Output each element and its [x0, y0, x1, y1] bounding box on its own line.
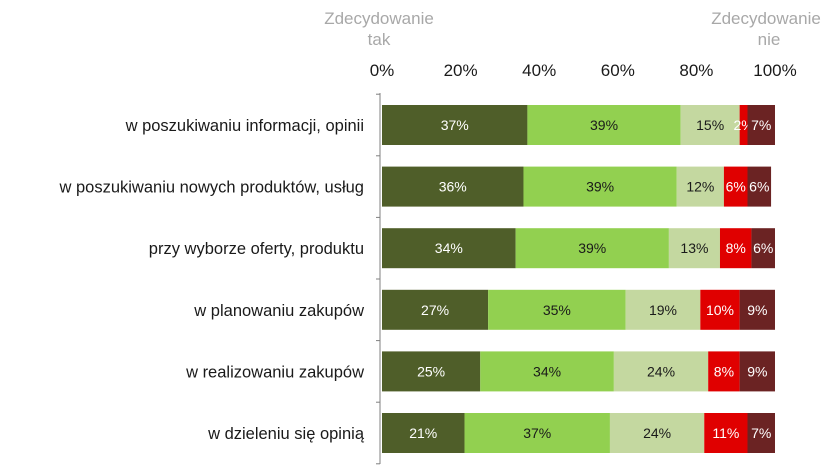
- bar-value-label: 9%: [747, 302, 767, 318]
- bar-value-label: 6%: [753, 240, 773, 256]
- bar-segment: [680, 105, 740, 145]
- category-label: w poszukiwaniu nowych produktów, usług: [58, 179, 364, 197]
- bar-value-label: 11%: [712, 425, 739, 441]
- bar-segment: [708, 351, 740, 392]
- bar-value-label: 39%: [586, 179, 614, 195]
- category-label: w dzieleniu się opinią: [207, 425, 365, 443]
- bar-segment: [382, 413, 465, 453]
- bar-value-label: 37%: [523, 425, 551, 441]
- x-tick-label: 60%: [601, 61, 635, 80]
- bar-segment: [527, 105, 681, 145]
- x-tick-label: 100%: [753, 61, 796, 80]
- bar-value-label: 39%: [590, 117, 618, 133]
- bar-value-label: 6%: [726, 179, 746, 195]
- bar-segment: [751, 228, 775, 269]
- bar-segment: [382, 228, 516, 269]
- bar-value-label: 27%: [421, 302, 449, 318]
- category-label: przy wyborze oferty, produktu: [149, 240, 364, 258]
- bar-segment: [704, 413, 748, 453]
- bar-value-label: 8%: [726, 240, 746, 256]
- x-axis-ticks: 0% 20% 40% 60% 80% 100%: [370, 61, 797, 80]
- bar-value-label: 25%: [417, 363, 445, 379]
- category-label: w planowaniu zakupów: [193, 302, 364, 320]
- bar-segment: [739, 351, 775, 392]
- bar-value-label: 35%: [543, 302, 571, 318]
- bar-value-label: 7%: [751, 425, 771, 441]
- bar-segment: [382, 351, 481, 392]
- x-tick-label: 0%: [370, 61, 395, 80]
- bar-segment: [523, 166, 677, 207]
- bar-segment: [668, 228, 720, 269]
- bar-value-label: 34%: [435, 240, 463, 256]
- bar-value-label: 24%: [643, 425, 671, 441]
- category-label: w poszukiwaniu informacji, opinii: [125, 117, 364, 135]
- bar-segment: [719, 228, 752, 269]
- end-label-right-line: nie: [758, 30, 781, 49]
- x-tick-label: 80%: [679, 61, 713, 80]
- bar-value-label: 15%: [696, 117, 724, 133]
- x-tick-label: 20%: [444, 61, 478, 80]
- bar-segment: [480, 351, 614, 392]
- bar-segment: [747, 413, 775, 453]
- category-labels: w poszukiwaniu informacji, opinii w poszu…: [58, 117, 364, 443]
- bar-value-label: 24%: [647, 363, 675, 379]
- bar-segment: [488, 289, 626, 330]
- bar-value-label: 9%: [747, 363, 767, 379]
- bar-segment: [464, 413, 610, 453]
- end-label-right-line: Zdecydowanie: [711, 9, 821, 28]
- end-label-left-line: tak: [368, 30, 391, 49]
- bar-segment: [747, 166, 772, 207]
- bar-segment: [382, 105, 528, 145]
- bar-value-label: 6%: [749, 179, 769, 195]
- bar-value-label: 13%: [680, 240, 708, 256]
- bar-value-label: 39%: [578, 240, 606, 256]
- bar-segment: [700, 289, 740, 330]
- end-labels: Zdecydowanie tak Zdecydowanie nie: [324, 9, 821, 49]
- bar-segment: [382, 289, 489, 330]
- bar-segment: [723, 166, 748, 207]
- y-axis: [376, 93, 381, 465]
- bar-segment: [676, 166, 724, 207]
- bar-segment: [382, 166, 524, 207]
- bar-value-label: 8%: [714, 363, 734, 379]
- bar-segment: [747, 105, 775, 145]
- bar-segment: [613, 351, 709, 392]
- bar-value-label: 19%: [649, 302, 677, 318]
- bar-segment: [515, 228, 669, 269]
- bar-value-label: 21%: [409, 425, 437, 441]
- bar-segment: [739, 289, 775, 330]
- end-label-left-line: Zdecydowanie: [324, 9, 434, 28]
- bars: 37% 39% 15% 2%7%36% 39% 12% 6% 6%34% 39% 13% 8% 6%2…: [382, 105, 775, 453]
- x-tick-label: 40%: [522, 61, 556, 80]
- bar-value-label: 37%: [441, 117, 469, 133]
- bar-value-label: 12%: [686, 179, 714, 195]
- bar-segment: [739, 105, 748, 145]
- bar-value-label: 34%: [533, 363, 561, 379]
- bar-value-label: 36%: [439, 179, 467, 195]
- bar-segment: [625, 289, 701, 330]
- bar-value-label: 10%: [706, 302, 734, 318]
- bar-value-label: 7%: [751, 117, 771, 133]
- category-label: w realizowaniu zakupów: [185, 363, 364, 381]
- bar-segment: [609, 413, 705, 453]
